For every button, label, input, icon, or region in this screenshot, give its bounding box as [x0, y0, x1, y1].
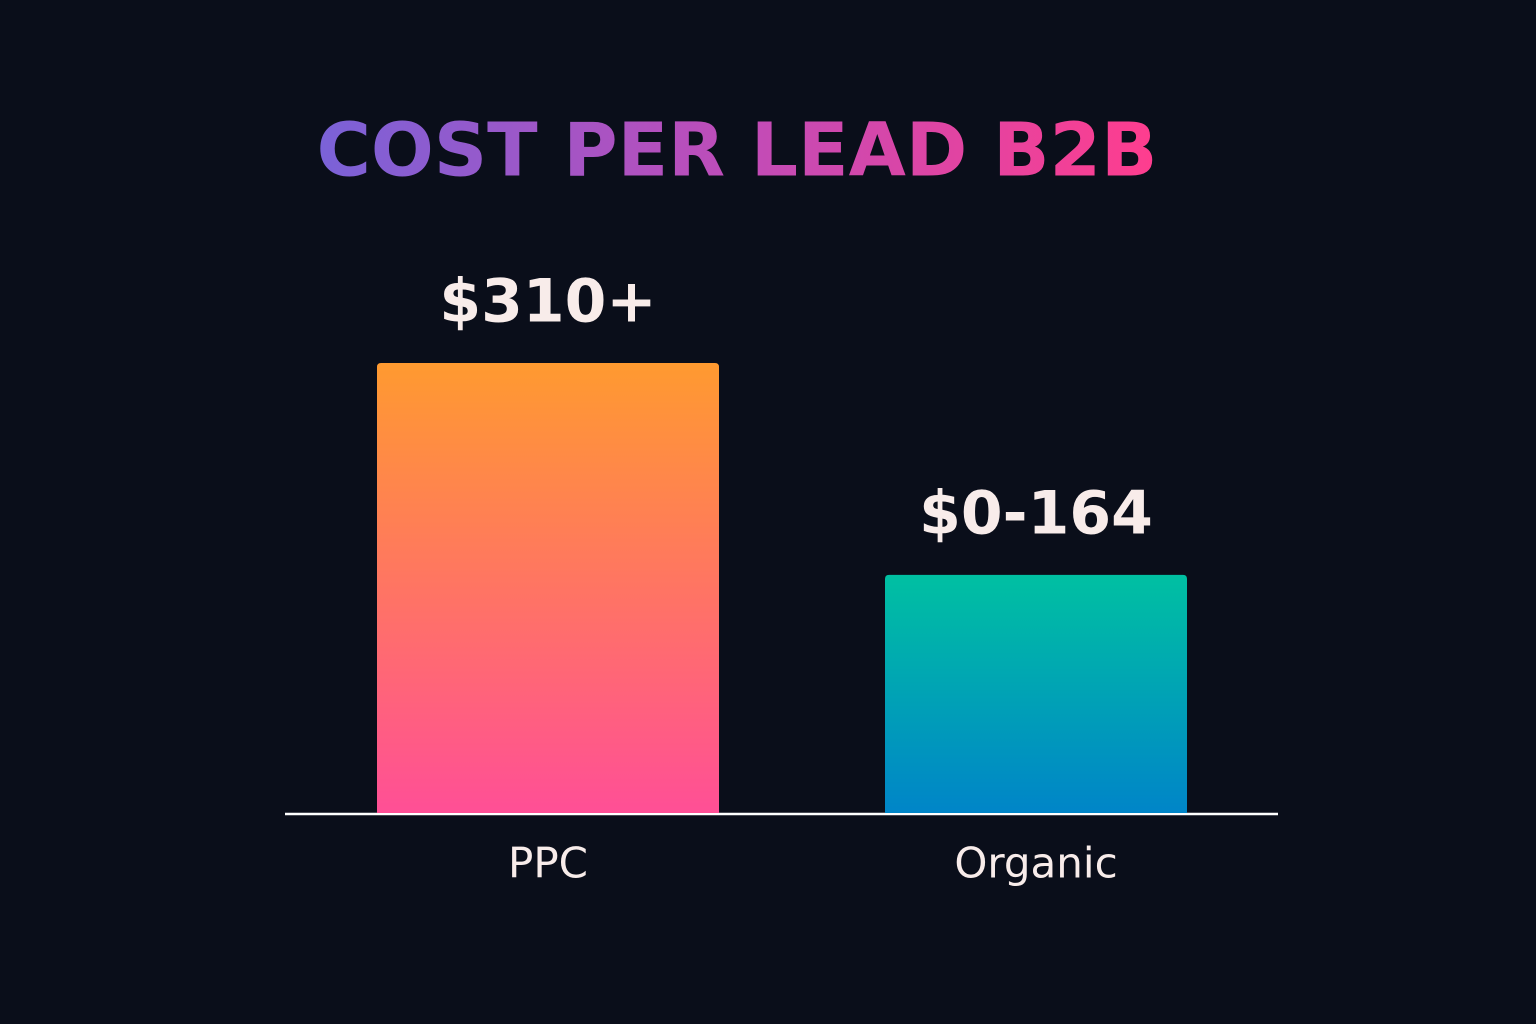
x-tick-label: PPC — [508, 839, 588, 888]
x-tick-label: Organic — [954, 839, 1117, 888]
chart-title: COST PER LEAD B2B — [317, 108, 1158, 194]
bar — [885, 574, 1187, 813]
value-label: $310+ — [439, 267, 656, 337]
value-label: $0-164 — [919, 479, 1153, 549]
bar — [377, 363, 719, 813]
